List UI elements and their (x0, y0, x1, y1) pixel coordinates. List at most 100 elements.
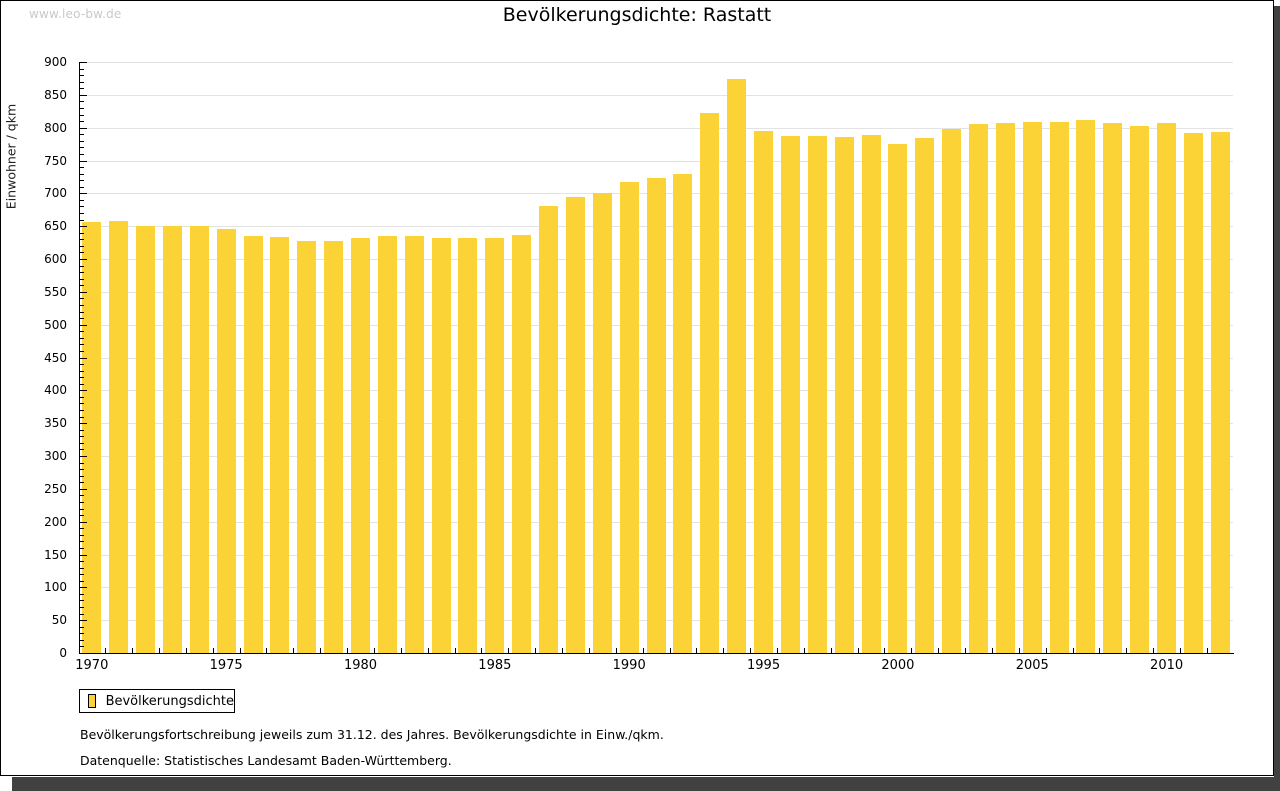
y-tick-80 (80, 600, 84, 602)
bar-1988 (565, 196, 585, 653)
x-tick-16 (535, 648, 537, 653)
y-tick-label-500: 500 (44, 317, 67, 332)
y-tick-610 (80, 252, 84, 254)
y-tick-460 (80, 350, 84, 352)
x-tick-23 (723, 648, 725, 653)
y-tick-510 (80, 318, 84, 320)
bar-2007 (1076, 119, 1096, 653)
y-tick-560 (80, 285, 84, 287)
y-tick-710 (80, 186, 84, 188)
y-tick-330 (80, 436, 84, 438)
y-tick-450 (80, 357, 87, 359)
bar-1976 (243, 236, 263, 653)
y-tick-500 (80, 324, 87, 326)
bar-1991 (646, 177, 666, 653)
y-tick-790 (80, 134, 84, 136)
gridline-850 (80, 94, 1233, 96)
y-tick-label-50: 50 (51, 613, 67, 628)
y-tick-240 (80, 495, 84, 497)
bar-2003 (969, 124, 988, 653)
y-tick-870 (80, 81, 84, 83)
y-tick-490 (80, 331, 84, 333)
x-tick-label-2010: 2010 (1150, 658, 1184, 673)
x-tick-9 (347, 648, 349, 653)
y-tick-label-900: 900 (44, 55, 67, 69)
x-tick-34 (1018, 648, 1020, 653)
x-tick-6 (266, 648, 268, 653)
y-tick-780 (80, 140, 84, 142)
x-tick-5 (239, 648, 241, 653)
y-tick-260 (80, 482, 84, 484)
y-tick-380 (80, 403, 84, 405)
x-tick-33 (991, 648, 993, 653)
y-tick-label-0: 0 (59, 646, 67, 660)
y-tick-150 (80, 554, 87, 556)
bar-1974 (189, 225, 209, 653)
bar-1979 (324, 241, 344, 653)
y-tick-label-600: 600 (44, 252, 67, 266)
x-tick-30 (911, 648, 913, 653)
y-tick-160 (80, 547, 84, 549)
y-tick-410 (80, 383, 84, 385)
y-tick-530 (80, 304, 84, 306)
y-tick-180 (80, 534, 84, 536)
y-tick-770 (80, 147, 84, 149)
x-tick-20 (642, 648, 644, 653)
y-tick-label-450: 450 (44, 350, 67, 365)
bar-1995 (754, 130, 774, 653)
x-tick-41 (1206, 648, 1208, 653)
x-tick-label-1970: 1970 (75, 658, 109, 673)
y-tick-label-150: 150 (44, 547, 67, 562)
y-tick-label-550: 550 (44, 284, 67, 299)
x-tick-12 (427, 648, 429, 653)
y-tick-620 (80, 245, 84, 247)
y-tick-label-250: 250 (44, 481, 67, 496)
y-tick-700 (80, 193, 87, 195)
bar-1990 (619, 181, 639, 653)
y-tick-540 (80, 298, 84, 300)
y-tick-600 (80, 259, 87, 260)
bar-1986 (512, 234, 532, 653)
bar-chart-plot-area: 0 50 100 150 200 250 300 350 400 450 500 550 600 650 7… (1, 1, 1273, 775)
y-tick-label-700: 700 (44, 186, 67, 201)
y-tick-430 (80, 370, 84, 372)
x-tick-label-2005: 2005 (1015, 658, 1049, 673)
y-tick-370 (80, 410, 84, 412)
bar-1998 (834, 136, 854, 653)
y-tick-300 (80, 456, 87, 457)
bar-1999 (861, 134, 881, 653)
x-tick-2 (158, 648, 160, 653)
bar-1989 (592, 193, 612, 653)
bar-1984 (458, 237, 478, 653)
y-tick-130 (80, 567, 84, 569)
y-tick-140 (80, 561, 84, 563)
bar-1977 (270, 236, 290, 653)
x-tick-label-1975: 1975 (209, 658, 243, 673)
y-tick-210 (80, 515, 84, 517)
bar-2011 (1183, 132, 1203, 653)
x-axis-line (79, 653, 1234, 654)
y-axis-line (79, 62, 80, 654)
y-tick-270 (80, 475, 84, 477)
x-tick-27 (830, 648, 832, 653)
bar-1997 (807, 136, 827, 653)
y-tick-820 (80, 114, 84, 116)
y-tick-350 (80, 423, 87, 425)
x-tick-4 (212, 648, 214, 653)
y-tick-label-750: 750 (44, 153, 67, 168)
y-tick-280 (80, 469, 84, 471)
y-tick-810 (80, 121, 84, 123)
note-methodology: Bevölkerungsfortschreibung jeweils zum 3… (80, 727, 664, 742)
x-tick-25 (776, 648, 778, 653)
note-datasource: Datenquelle: Statistisches Landesamt Bad… (80, 753, 452, 768)
y-tick-250 (80, 488, 87, 490)
bar-2000 (888, 144, 908, 653)
gridline-900 (80, 62, 1233, 63)
y-tick-360 (80, 416, 84, 418)
bar-1971 (109, 220, 129, 653)
x-tick-26 (803, 648, 805, 653)
y-tick-840 (80, 101, 84, 103)
y-tick-label-100: 100 (44, 580, 67, 595)
y-tick-830 (80, 107, 84, 109)
x-tick-10 (373, 648, 375, 653)
